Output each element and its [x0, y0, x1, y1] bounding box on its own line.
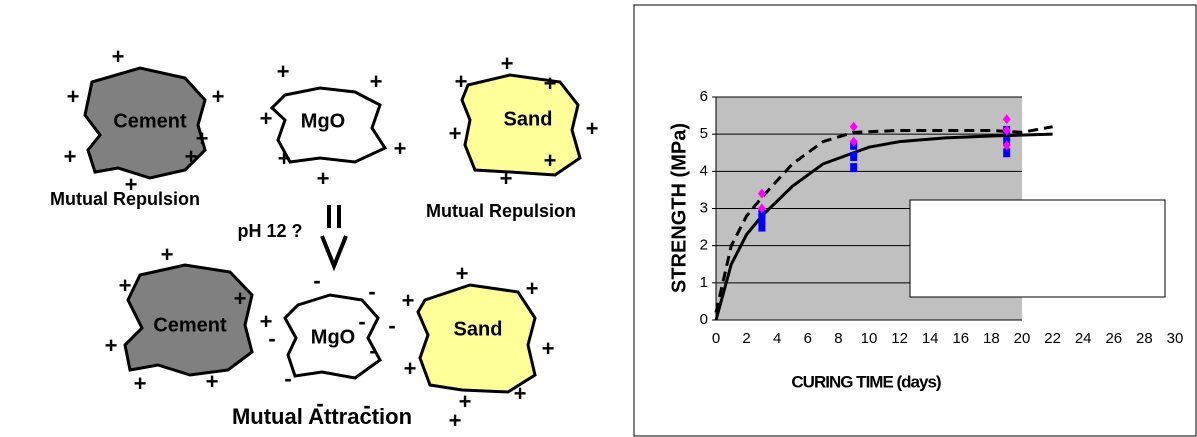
charge: +: [402, 288, 415, 313]
x-tick-label: 4: [773, 330, 781, 347]
charge: +: [212, 84, 225, 109]
charge: +: [404, 356, 417, 381]
x-tick-label: 30: [1167, 330, 1184, 347]
data-point: [850, 152, 857, 161]
charge: +: [196, 126, 209, 151]
particle-label: MgO: [311, 326, 355, 348]
charge: +: [260, 106, 273, 131]
charge: +: [394, 136, 407, 161]
charge: -: [316, 391, 323, 416]
charge: +: [544, 148, 557, 173]
x-tick-label: 14: [922, 330, 939, 347]
y-tick-label: 1: [700, 274, 708, 291]
charge: +: [278, 146, 291, 171]
particle-label: Sand: [454, 318, 503, 340]
page: Mutual Repulsion Mutual Repulsion pH 12 …: [0, 0, 1197, 437]
charge: -: [284, 366, 291, 391]
x-tick-label: 8: [834, 330, 842, 347]
charge: +: [67, 84, 80, 109]
charge: +: [526, 276, 539, 301]
charge: +: [449, 408, 462, 433]
arrow: [322, 205, 346, 266]
charge: +: [500, 166, 513, 191]
particle-label: Cement: [113, 110, 187, 132]
charge: +: [277, 59, 290, 84]
y-tick-label: 4: [700, 162, 708, 179]
charge: +: [105, 333, 118, 358]
charge: +: [206, 369, 219, 394]
particle-label: Sand: [504, 108, 553, 130]
charge: -: [369, 338, 376, 363]
y-tick-label: 6: [700, 88, 708, 105]
x-tick-label: 16: [952, 330, 969, 347]
y-tick-label: 2: [700, 237, 708, 254]
charge: +: [449, 121, 462, 146]
charge: +: [234, 286, 247, 311]
charge: -: [358, 309, 365, 334]
particle-label: MgO: [301, 110, 345, 132]
x-tick-label: 28: [1136, 330, 1153, 347]
x-tick-label: 10: [861, 330, 878, 347]
caption: Mutual Repulsion: [426, 201, 576, 221]
charge: +: [119, 273, 132, 298]
x-tick-label: 2: [742, 330, 750, 347]
condition: pH 12 ?: [237, 221, 302, 241]
charge: +: [501, 51, 514, 76]
charge: -: [313, 268, 320, 293]
particle-label: Cement: [153, 314, 227, 336]
charge: +: [161, 242, 174, 267]
figure: Mutual Repulsion Mutual Repulsion pH 12 …: [0, 0, 1197, 437]
charge: +: [514, 381, 527, 406]
y-tick-label: 3: [700, 199, 708, 216]
x-tick-label: 24: [1075, 330, 1092, 347]
charge: +: [456, 261, 469, 286]
charge: +: [542, 336, 555, 361]
charge: +: [586, 116, 599, 141]
x-tick-label: 12: [891, 330, 908, 347]
charge: -: [268, 326, 275, 351]
charge: +: [370, 69, 383, 94]
legend: [910, 200, 1165, 297]
y-tick-label: 5: [700, 125, 708, 142]
charge: +: [455, 69, 468, 94]
x-tick-label: 18: [983, 330, 1000, 347]
x-tick-label: 20: [1014, 330, 1031, 347]
y-axis-title: STRENGTH (MPa): [668, 123, 690, 293]
x-tick-label: 6: [804, 330, 812, 347]
y-tick-label: 0: [700, 311, 708, 328]
charge: +: [134, 371, 147, 396]
charge: +: [112, 44, 125, 69]
charge: -: [388, 313, 395, 338]
data-point: [850, 163, 857, 172]
charge: +: [64, 144, 77, 169]
x-axis-title: CURING TIME (days): [791, 372, 941, 391]
charge: -: [363, 393, 370, 418]
x-tick-label: 26: [1105, 330, 1122, 347]
charge: +: [544, 71, 557, 96]
charge: -: [368, 279, 375, 304]
charge: +: [317, 166, 330, 191]
x-tick-label: 22: [1044, 330, 1061, 347]
charge: +: [125, 172, 138, 197]
charge: +: [185, 144, 198, 169]
x-tick-label: 0: [712, 330, 720, 347]
